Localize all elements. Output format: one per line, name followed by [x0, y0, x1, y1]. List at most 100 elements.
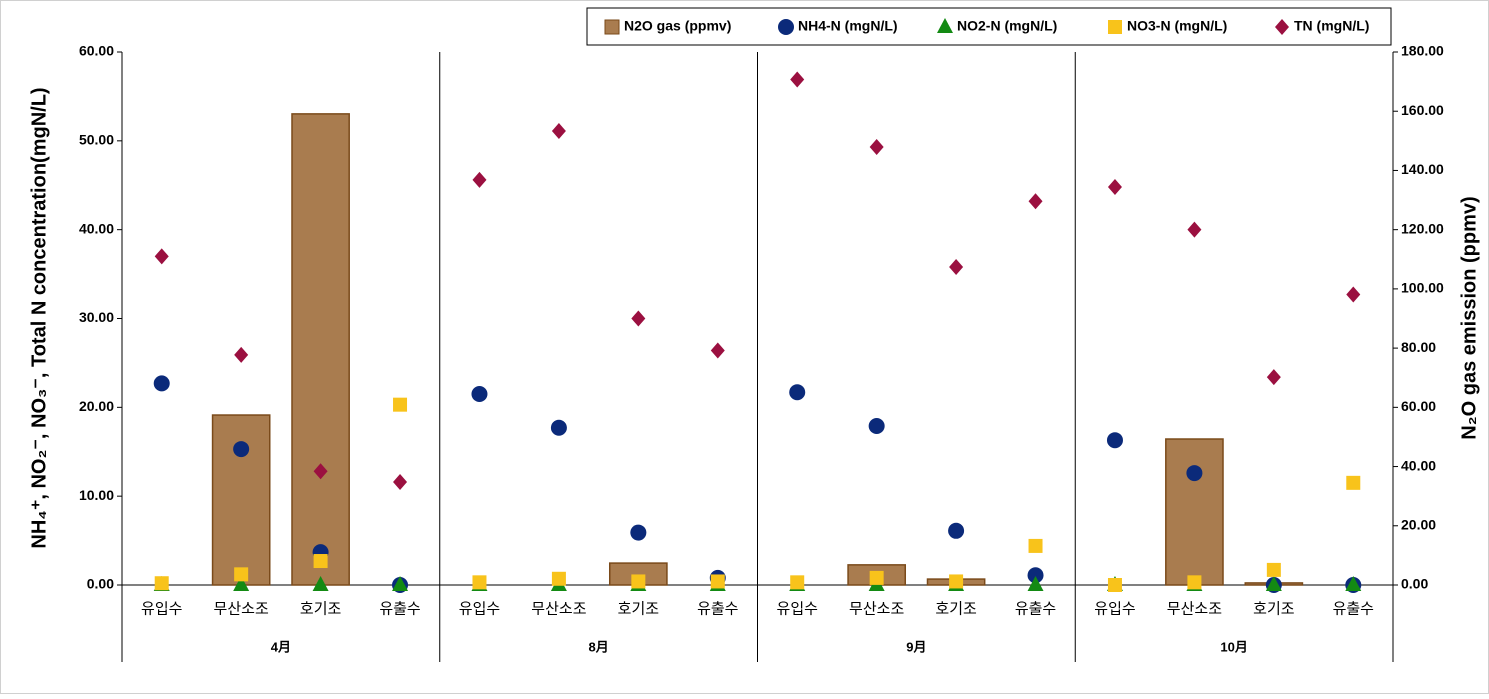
point [1107, 179, 1122, 196]
group-label: 9月 [906, 639, 926, 654]
point [1186, 465, 1203, 482]
legend-label: N2O gas (ppmv) [624, 18, 731, 34]
x-tick-label: 호기조 [618, 600, 660, 618]
y-tick-label: 20.00 [79, 398, 114, 414]
point [1107, 578, 1122, 592]
x-tick-label: 호기조 [1253, 600, 1295, 618]
point [551, 123, 566, 140]
bar [291, 113, 350, 586]
point [551, 571, 566, 586]
point [1266, 369, 1281, 386]
point [1106, 432, 1123, 449]
point [869, 570, 884, 585]
point [234, 346, 249, 363]
point [153, 375, 170, 392]
point [631, 310, 646, 327]
y-tick-label: 50.00 [79, 132, 114, 148]
legend-swatch [778, 19, 794, 35]
point [550, 419, 567, 436]
y2-tick-label: 160.00 [1401, 102, 1444, 118]
legend-box [586, 7, 1392, 46]
legend-swatch [604, 19, 620, 35]
point [1028, 193, 1043, 210]
x-tick-label: 무산소조 [1167, 600, 1222, 618]
y-tick-label: 60.00 [79, 43, 114, 59]
point [472, 171, 487, 188]
point [710, 342, 725, 359]
x-tick-label: 유출수 [1015, 600, 1056, 618]
bar [1165, 438, 1224, 586]
point [234, 567, 249, 582]
legend-swatch [1275, 19, 1289, 35]
group-label: 10月 [1220, 639, 1247, 654]
point [949, 574, 964, 589]
y2-tick-label: 140.00 [1401, 161, 1444, 177]
point [1346, 286, 1361, 303]
point [1187, 221, 1202, 238]
x-tick-label: 유입수 [777, 600, 818, 618]
point [472, 575, 487, 590]
legend-label: NO3-N (mgN/L) [1127, 18, 1227, 34]
point [868, 417, 885, 434]
x-tick-label: 무산소조 [531, 600, 586, 618]
bar [211, 414, 271, 586]
point [154, 576, 169, 591]
point [710, 574, 725, 589]
point [1028, 538, 1043, 553]
legend-label: NH4-N (mgN/L) [798, 18, 898, 34]
legend-label: NO2-N (mgN/L) [957, 18, 1057, 34]
x-tick-label: 유출수 [1333, 600, 1374, 618]
x-tick-label: 호기조 [300, 600, 342, 618]
point [949, 258, 964, 275]
point [233, 576, 250, 591]
point [1345, 576, 1362, 591]
y2-tick-label: 20.00 [1401, 516, 1436, 532]
y-tick-label: 10.00 [79, 487, 114, 503]
point [392, 576, 409, 591]
point [393, 397, 408, 412]
point [1187, 575, 1202, 590]
point [630, 524, 647, 541]
point [471, 386, 488, 403]
legend-swatch [1108, 20, 1122, 34]
point [313, 463, 328, 480]
point [313, 554, 328, 569]
point [233, 441, 250, 458]
point [1266, 562, 1281, 577]
point [631, 574, 646, 589]
point [312, 576, 329, 591]
y2-tick-label: 40.00 [1401, 457, 1436, 473]
y-tick-label: 0.00 [87, 576, 114, 592]
x-tick-label: 유입수 [1094, 600, 1135, 618]
group-label: 8月 [589, 639, 609, 654]
point [1027, 576, 1044, 591]
y-tick-label: 30.00 [79, 309, 114, 325]
y2-tick-label: 60.00 [1401, 398, 1436, 414]
point [393, 473, 408, 490]
point [789, 384, 806, 401]
x-tick-label: 유입수 [141, 600, 182, 618]
x-tick-label: 호기조 [935, 600, 977, 618]
y-tick-label: 40.00 [79, 220, 114, 236]
y2-axis-title: N₂O gas emission (ppmv) [1458, 196, 1480, 439]
y2-tick-label: 120.00 [1401, 220, 1444, 236]
x-tick-label: 유출수 [697, 600, 738, 618]
legend-swatch [937, 18, 953, 33]
x-tick-label: 무산소조 [849, 600, 904, 618]
point [154, 248, 169, 265]
point [790, 71, 805, 88]
legend-label: TN (mgN/L) [1294, 18, 1369, 34]
y-axis-title: NH₄⁺, NO₂⁻, NO₃⁻, Total N concentration(… [28, 87, 50, 548]
y2-tick-label: 80.00 [1401, 339, 1436, 355]
y2-tick-label: 180.00 [1401, 43, 1444, 59]
point [948, 522, 965, 539]
group-label: 4月 [271, 639, 291, 654]
point [1027, 567, 1044, 584]
point [1346, 475, 1361, 490]
x-tick-label: 유출수 [379, 600, 420, 618]
point [790, 575, 805, 590]
y2-tick-label: 100.00 [1401, 280, 1444, 296]
point [1265, 576, 1282, 591]
